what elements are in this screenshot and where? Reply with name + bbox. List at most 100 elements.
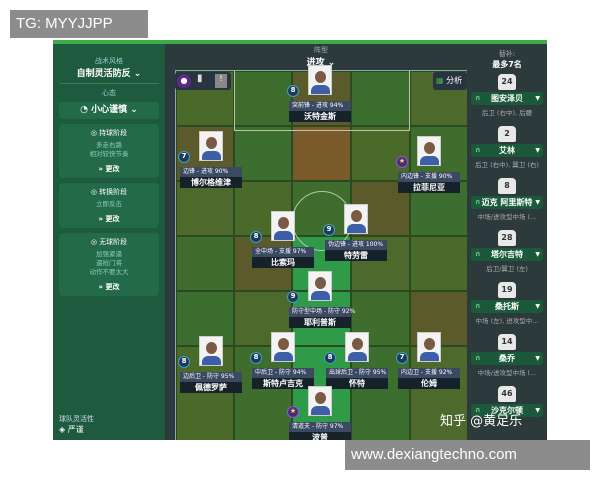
player-role[interactable]: 伪边锋 - 进攻 100%: [325, 240, 387, 250]
player-name[interactable]: 沃特金斯: [289, 111, 351, 122]
substitute-item[interactable]: 14 ∩ 桑乔 ▼ 中场/进攻型中场 (...: [467, 334, 547, 377]
style-value: 自制灵活防反: [76, 69, 131, 79]
formation-dropdown[interactable]: 进攻 ⌄: [175, 55, 467, 68]
double-chevron-icon: »: [98, 215, 106, 223]
phase-instruction: 动作不要太大: [89, 268, 129, 276]
player-shirt: [311, 406, 330, 415]
player-name[interactable]: 怀特: [326, 378, 388, 389]
player-name[interactable]: 佩德罗萨: [180, 382, 242, 393]
mentality-dropdown[interactable]: ◔ 小心谨慎 ⌄: [59, 102, 159, 119]
substitute-item[interactable]: 46 ∩ 沙克尔顿 ▼: [467, 386, 547, 417]
phase-description: 多走右路 相对较快节奏: [61, 141, 157, 159]
change-button[interactable]: » 更改: [61, 164, 157, 174]
player-card[interactable]: 8 中后卫 - 防守 94% 斯特卢吉克: [250, 332, 314, 389]
change-button[interactable]: » 更改: [61, 214, 157, 224]
substitute-name-text: 图安泽贝: [491, 94, 523, 103]
substitute-name[interactable]: ∩ 艾林 ▼: [471, 144, 543, 157]
player-role[interactable]: 中后卫 - 防守 94%: [252, 368, 314, 378]
player-name[interactable]: 耶利普斯: [289, 317, 351, 328]
player-shirt: [202, 356, 221, 365]
player-shirt: [311, 291, 330, 300]
player-card[interactable]: ★ 清道夫 - 防守 97% 波普: [287, 386, 351, 440]
player-role[interactable]: 内边卫 - 支援 92%: [398, 368, 460, 378]
player-card[interactable]: 7 边锋 - 进攻 90% 博尔格维津: [178, 131, 242, 188]
player-view-icon[interactable]: ●: [177, 74, 191, 88]
player-card[interactable]: 9 伪边锋 - 进攻 100% 特劳雷: [323, 204, 387, 261]
headset-icon: ∩: [475, 302, 481, 310]
pitch-zone: [234, 71, 292, 126]
fluidity-value[interactable]: ◈ 严谨: [59, 424, 94, 435]
change-button[interactable]: » 更改: [61, 282, 157, 292]
player-name[interactable]: 伦姆: [398, 378, 460, 389]
analysis-button[interactable]: ▦ 分析: [433, 72, 467, 90]
player-role[interactable]: 防守型中场 - 防守 92%: [289, 307, 355, 317]
mentality-value: 小心谨慎: [91, 105, 128, 115]
dropdown-arrow-icon[interactable]: ▼: [535, 199, 540, 206]
pitch-zone: [410, 236, 468, 291]
shirt-number-icon: 46: [498, 386, 516, 402]
shirt-number-icon: 2: [498, 126, 516, 142]
pitch-zone: [234, 346, 292, 440]
player-card[interactable]: 8 全中场 - 支援 97% 比索玛: [250, 211, 314, 268]
player-name[interactable]: 博尔格维津: [180, 177, 242, 188]
substitute-name[interactable]: ∩ 迈克 阿里斯特 ▼: [471, 196, 543, 209]
player-card[interactable]: 8 出球后卫 - 防守 95% 怀特: [324, 332, 388, 389]
formation-value: 进攻: [306, 58, 325, 68]
substitute-item[interactable]: 2 ∩ 艾林 ▼ 后卫 (右中), 翼卫 (右): [467, 126, 547, 169]
dropdown-arrow-icon[interactable]: ▼: [535, 147, 540, 154]
substitute-name-text: 沙克尔顿: [491, 406, 523, 415]
alert-icon[interactable]: !: [215, 74, 227, 88]
substitute-item[interactable]: 24 ∩ 图安泽贝 ▼ 后卫 (右中), 后腰: [467, 74, 547, 117]
shirt-number-icon: 8: [498, 178, 516, 194]
player-card[interactable]: 8 突前锋 - 进攻 94% 沃特金斯: [287, 65, 351, 122]
fluidity-label: 球队灵活性: [59, 415, 94, 423]
player-shirt: [347, 224, 366, 233]
bar-chart-icon[interactable]: ▮: [197, 73, 203, 84]
pitch-zone: [234, 126, 292, 181]
chevron-down-icon: ⌄: [130, 105, 138, 115]
player-card[interactable]: 8 边后卫 - 防守 95% 佩德罗萨: [178, 336, 242, 393]
player-role[interactable]: 边锋 - 进攻 90%: [180, 167, 242, 177]
player-number-badge: 8: [250, 231, 262, 243]
double-chevron-icon: »: [98, 165, 106, 173]
player-card[interactable]: 7 内边卫 - 支援 92% 伦姆: [396, 332, 460, 389]
substitute-name[interactable]: ∩ 沙克尔顿 ▼: [471, 404, 543, 417]
style-dropdown[interactable]: 自制灵活防反 ⌄: [53, 66, 165, 79]
player-role[interactable]: 边后卫 - 防守 95%: [180, 372, 242, 382]
substitute-item[interactable]: 8 ∩ 迈克 阿里斯特 ▼ 中场/进攻型中场 (...: [467, 178, 547, 221]
player-role[interactable]: 清道夫 - 防守 97%: [289, 422, 351, 432]
dropdown-arrow-icon[interactable]: ▼: [535, 355, 540, 362]
phase-description: 立即反击: [61, 200, 157, 209]
player-role[interactable]: 内边锋 - 支援 90%: [398, 172, 460, 182]
player-role[interactable]: 突前锋 - 进攻 94%: [289, 101, 351, 111]
player-name[interactable]: 波普: [289, 432, 351, 440]
substitute-name[interactable]: ∩ 桑托斯 ▼: [471, 300, 543, 313]
player-name[interactable]: 拉菲尼亚: [398, 182, 460, 193]
divider: [59, 83, 159, 84]
player-name[interactable]: 斯特卢吉克: [252, 378, 314, 389]
player-card[interactable]: 9 防守型中场 - 防守 92% 耶利普斯: [287, 271, 355, 328]
tactics-screen: 战术风格 自制灵活防反 ⌄ 心态 ◔ 小心谨慎 ⌄ ◎ 持球阶段 多走右路 相对较快…: [53, 40, 547, 440]
player-photo: [417, 136, 441, 166]
dropdown-arrow-icon[interactable]: ▼: [535, 303, 540, 310]
substitute-item[interactable]: 19 ∩ 桑托斯 ▼ 中场 (左), 进攻型中...: [467, 282, 547, 325]
player-shirt: [274, 231, 293, 240]
substitute-name[interactable]: ∩ 塔尔吉特 ▼: [471, 248, 543, 261]
player-name[interactable]: 比索玛: [252, 257, 314, 268]
player-face: [315, 392, 326, 404]
substitute-name[interactable]: ∩ 图安泽贝 ▼: [471, 92, 543, 105]
player-shirt: [311, 85, 330, 94]
player-role[interactable]: 全中场 - 支援 97%: [252, 247, 314, 257]
dropdown-arrow-icon[interactable]: ▼: [535, 95, 540, 102]
player-name[interactable]: 特劳雷: [325, 250, 387, 261]
phase-card: ◎ 无球阶段 加强紧逼 逼抢门将 动作不要太大 » 更改: [59, 233, 159, 296]
dropdown-arrow-icon[interactable]: ▼: [535, 251, 540, 258]
player-number-badge: 8: [324, 352, 336, 364]
player-role[interactable]: 出球后卫 - 防守 95%: [326, 368, 388, 378]
substitute-positions: 中场/进攻型中场 (...: [477, 213, 537, 221]
substitute-name[interactable]: ∩ 桑乔 ▼: [471, 352, 543, 365]
phase-title-text: 持球阶段: [99, 129, 128, 137]
substitute-item[interactable]: 28 ∩ 塔尔吉特 ▼ 后卫/翼卫 (左): [467, 230, 547, 273]
dropdown-arrow-icon[interactable]: ▼: [535, 407, 540, 414]
player-card[interactable]: ★ 内边锋 - 支援 90% 拉菲尼亚: [396, 136, 460, 193]
